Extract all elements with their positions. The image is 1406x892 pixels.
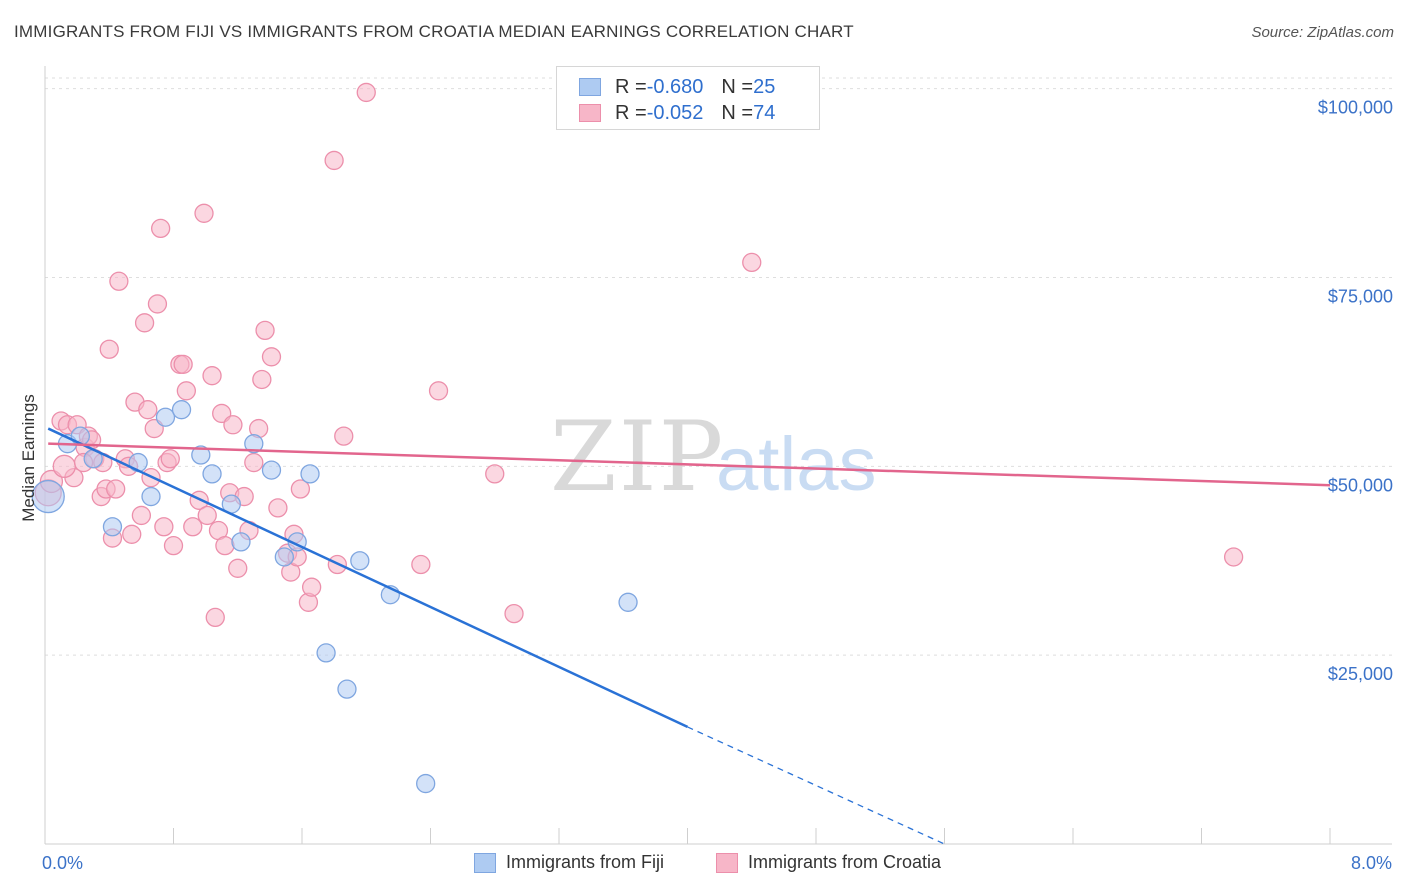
croatia-point [334, 426, 354, 446]
legend-r-label: R = [615, 75, 647, 98]
watermark: ZIP atlas [550, 401, 877, 513]
fiji-point [416, 773, 436, 794]
legend-r-value: -0.052 [646, 101, 704, 124]
bottom-legend-fiji-label: Immigrants from Fiji [506, 852, 665, 872]
croatia-point [160, 449, 180, 469]
y-tick-label: $25,000 [1328, 664, 1393, 684]
croatia-point [150, 218, 171, 239]
croatia-point [290, 479, 311, 499]
watermark-atlas: atlas [716, 422, 877, 507]
croatia-swatch [716, 852, 738, 873]
fiji-trend-line [47, 427, 689, 729]
croatia-swatch [579, 104, 601, 122]
fiji-point [191, 445, 211, 465]
fiji-point [618, 592, 638, 612]
croatia-point [255, 320, 275, 341]
fiji-trend-extension [687, 726, 945, 845]
croatia-point [131, 505, 152, 526]
croatia-point [252, 369, 272, 390]
croatia-point [244, 452, 264, 473]
croatia-point [109, 271, 129, 291]
bottom-legend-croatia-label: Immigrants from Croatia [748, 852, 942, 872]
correlation-legend: R = -0.680 N = 25 R = -0.052 N = 74 [556, 66, 820, 130]
watermark-zip: ZIP [550, 401, 725, 513]
croatia-point [1223, 547, 1244, 567]
tick-labels: $25,000 $50,000 $75,000 $100,000 0.0% 8.0% [42, 98, 1393, 873]
croatia-point [411, 554, 431, 575]
croatia-point [99, 339, 119, 359]
fiji-point [171, 400, 192, 420]
croatia-trend-line [48, 442, 1331, 487]
legend-r-value: -0.680 [646, 75, 704, 98]
croatia-point [122, 524, 142, 544]
croatia-point [138, 400, 158, 420]
croatia-point [324, 150, 344, 171]
legend-n-label: N = [721, 101, 754, 124]
croatia-point [176, 381, 197, 401]
croatia-point [183, 517, 203, 537]
fiji-points [31, 400, 638, 794]
croatia-point [301, 577, 322, 597]
fiji-point [316, 643, 336, 663]
chart-title: IMMIGRANTS FROM FIJI VS IMMIGRANTS FROM … [14, 22, 854, 41]
croatia-point [52, 454, 76, 478]
axes [44, 66, 1392, 845]
croatia-point [202, 366, 222, 386]
fiji-point [337, 679, 357, 699]
croatia-point [485, 464, 505, 484]
croatia-point [268, 498, 288, 518]
croatia-point [356, 82, 376, 103]
croatia-point [197, 505, 217, 526]
x-tick-label: 8.0% [1351, 853, 1392, 873]
y-axis-label: Median Earnings [19, 394, 38, 522]
source-label: Source: ZipAtlas.com [1251, 24, 1394, 41]
croatia-point [194, 203, 214, 223]
croatia-point [154, 517, 174, 537]
legend-n-value: 25 [753, 75, 776, 98]
croatia-point [163, 535, 184, 556]
legend-n-label: N = [721, 75, 754, 98]
fiji-point [350, 551, 370, 571]
bottom-legend-fiji: Immigrants from Fiji [474, 852, 664, 873]
fiji-point [31, 479, 65, 514]
croatia-point [261, 347, 282, 367]
fiji-point [261, 460, 282, 480]
fiji-point [244, 434, 264, 454]
fiji-point [231, 532, 251, 552]
croatia-points [34, 82, 1244, 628]
croatia-point [173, 354, 193, 375]
croatia-point [428, 381, 449, 401]
croatia-point [742, 252, 762, 273]
fiji-swatch [579, 78, 601, 96]
y-tick-label: $50,000 [1328, 475, 1393, 495]
trend-lines [47, 427, 1331, 845]
legend-r-label: R = [615, 101, 647, 124]
fiji-point [102, 517, 123, 537]
croatia-point [205, 607, 225, 628]
legend-row-croatia: R = -0.052 N = 74 [579, 100, 775, 126]
fiji-point [202, 464, 222, 484]
croatia-point [134, 313, 155, 333]
fiji-point [141, 486, 161, 507]
croatia-point [504, 603, 524, 624]
croatia-point [228, 558, 248, 578]
x-tick-label: 0.0% [42, 853, 83, 873]
croatia-point [147, 294, 168, 314]
bottom-legend-croatia: Immigrants from Croatia [716, 852, 941, 873]
y-tick-label: $75,000 [1328, 286, 1393, 306]
legend-row-fiji: R = -0.680 N = 25 [579, 74, 775, 100]
fiji-swatch [474, 852, 496, 873]
croatia-point [223, 415, 243, 435]
fiji-point [300, 464, 320, 484]
y-tick-label: $100,000 [1318, 98, 1393, 118]
legend-n-value: 74 [753, 101, 776, 124]
croatia-point [215, 535, 235, 556]
croatia-point [106, 479, 126, 499]
fiji-point [155, 407, 176, 427]
fiji-point [274, 547, 294, 567]
